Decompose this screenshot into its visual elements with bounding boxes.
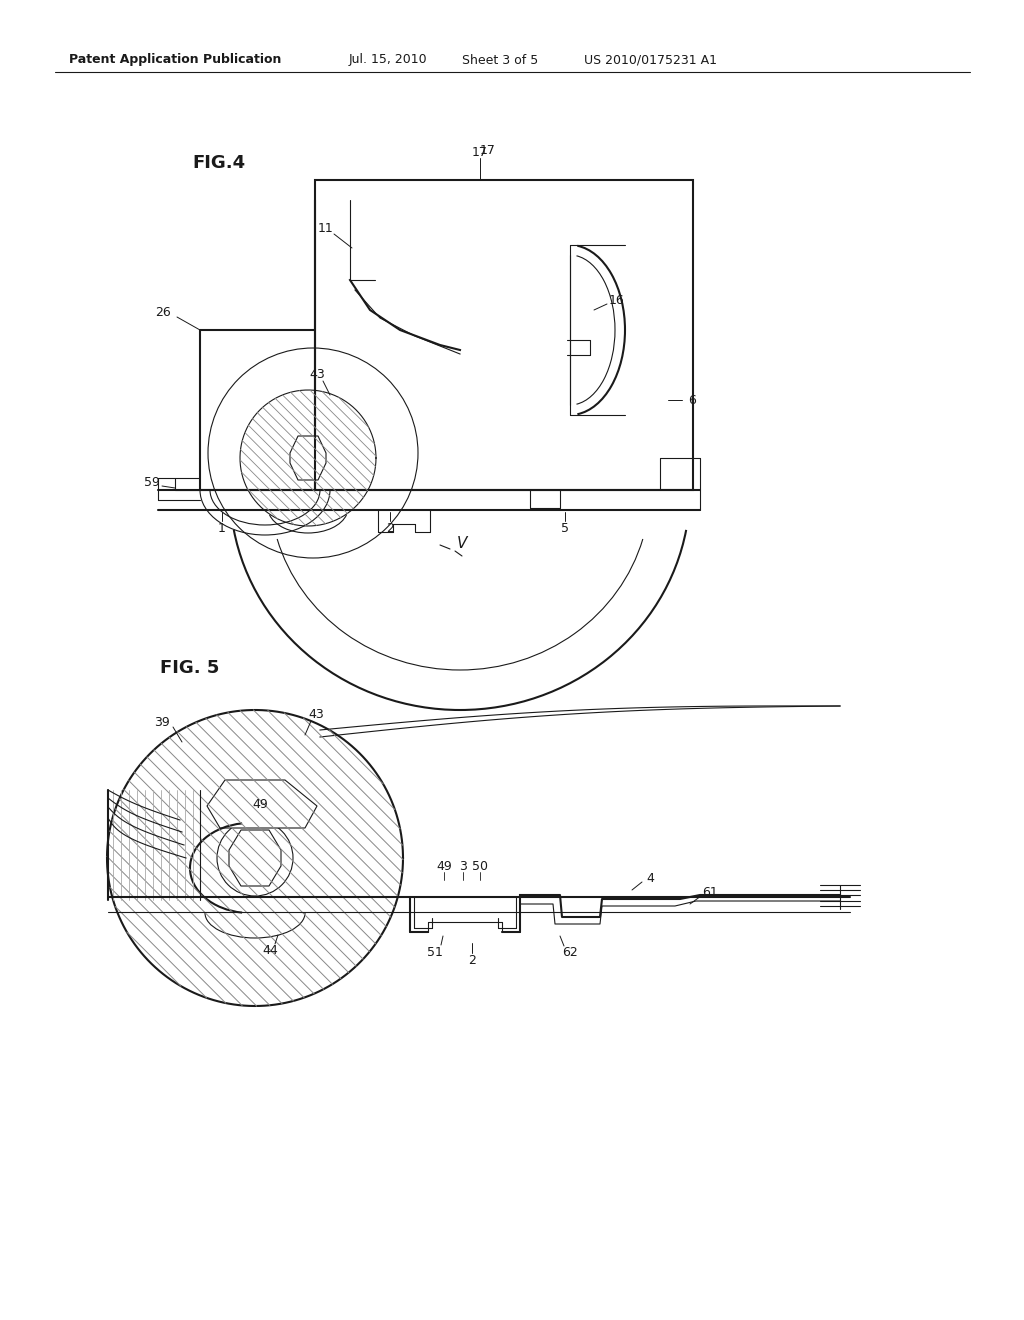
Text: 3: 3 xyxy=(459,859,467,873)
Text: 44: 44 xyxy=(262,944,278,957)
Text: 2: 2 xyxy=(386,521,394,535)
Polygon shape xyxy=(290,436,326,480)
Text: Jul. 15, 2010: Jul. 15, 2010 xyxy=(349,54,427,66)
Text: 50: 50 xyxy=(472,859,488,873)
Text: FIG.4: FIG.4 xyxy=(193,154,245,172)
Text: 11: 11 xyxy=(318,222,334,235)
Text: 6: 6 xyxy=(688,393,696,407)
Text: V: V xyxy=(457,536,467,550)
Text: 49: 49 xyxy=(252,799,268,812)
Text: FIG. 5: FIG. 5 xyxy=(160,659,219,677)
Polygon shape xyxy=(229,830,281,886)
Bar xyxy=(315,180,693,490)
Text: US 2010/0175231 A1: US 2010/0175231 A1 xyxy=(584,54,717,66)
Polygon shape xyxy=(207,780,317,828)
Text: 61: 61 xyxy=(702,886,718,899)
Text: 2: 2 xyxy=(468,953,476,966)
Text: 43: 43 xyxy=(308,708,324,721)
Text: 17: 17 xyxy=(480,144,496,157)
Text: 1: 1 xyxy=(218,521,226,535)
Text: 62: 62 xyxy=(562,945,578,958)
Text: Sheet 3 of 5: Sheet 3 of 5 xyxy=(462,54,539,66)
Text: 26: 26 xyxy=(155,305,171,318)
Text: 51: 51 xyxy=(427,945,443,958)
Text: 43: 43 xyxy=(309,367,325,380)
Text: 39: 39 xyxy=(155,715,170,729)
Text: 5: 5 xyxy=(561,521,569,535)
Text: 16: 16 xyxy=(609,293,625,306)
Text: 17: 17 xyxy=(472,147,488,160)
Text: 59: 59 xyxy=(144,475,160,488)
Text: Patent Application Publication: Patent Application Publication xyxy=(69,54,282,66)
Circle shape xyxy=(217,820,293,896)
Text: 49: 49 xyxy=(436,859,452,873)
Text: 4: 4 xyxy=(646,871,654,884)
